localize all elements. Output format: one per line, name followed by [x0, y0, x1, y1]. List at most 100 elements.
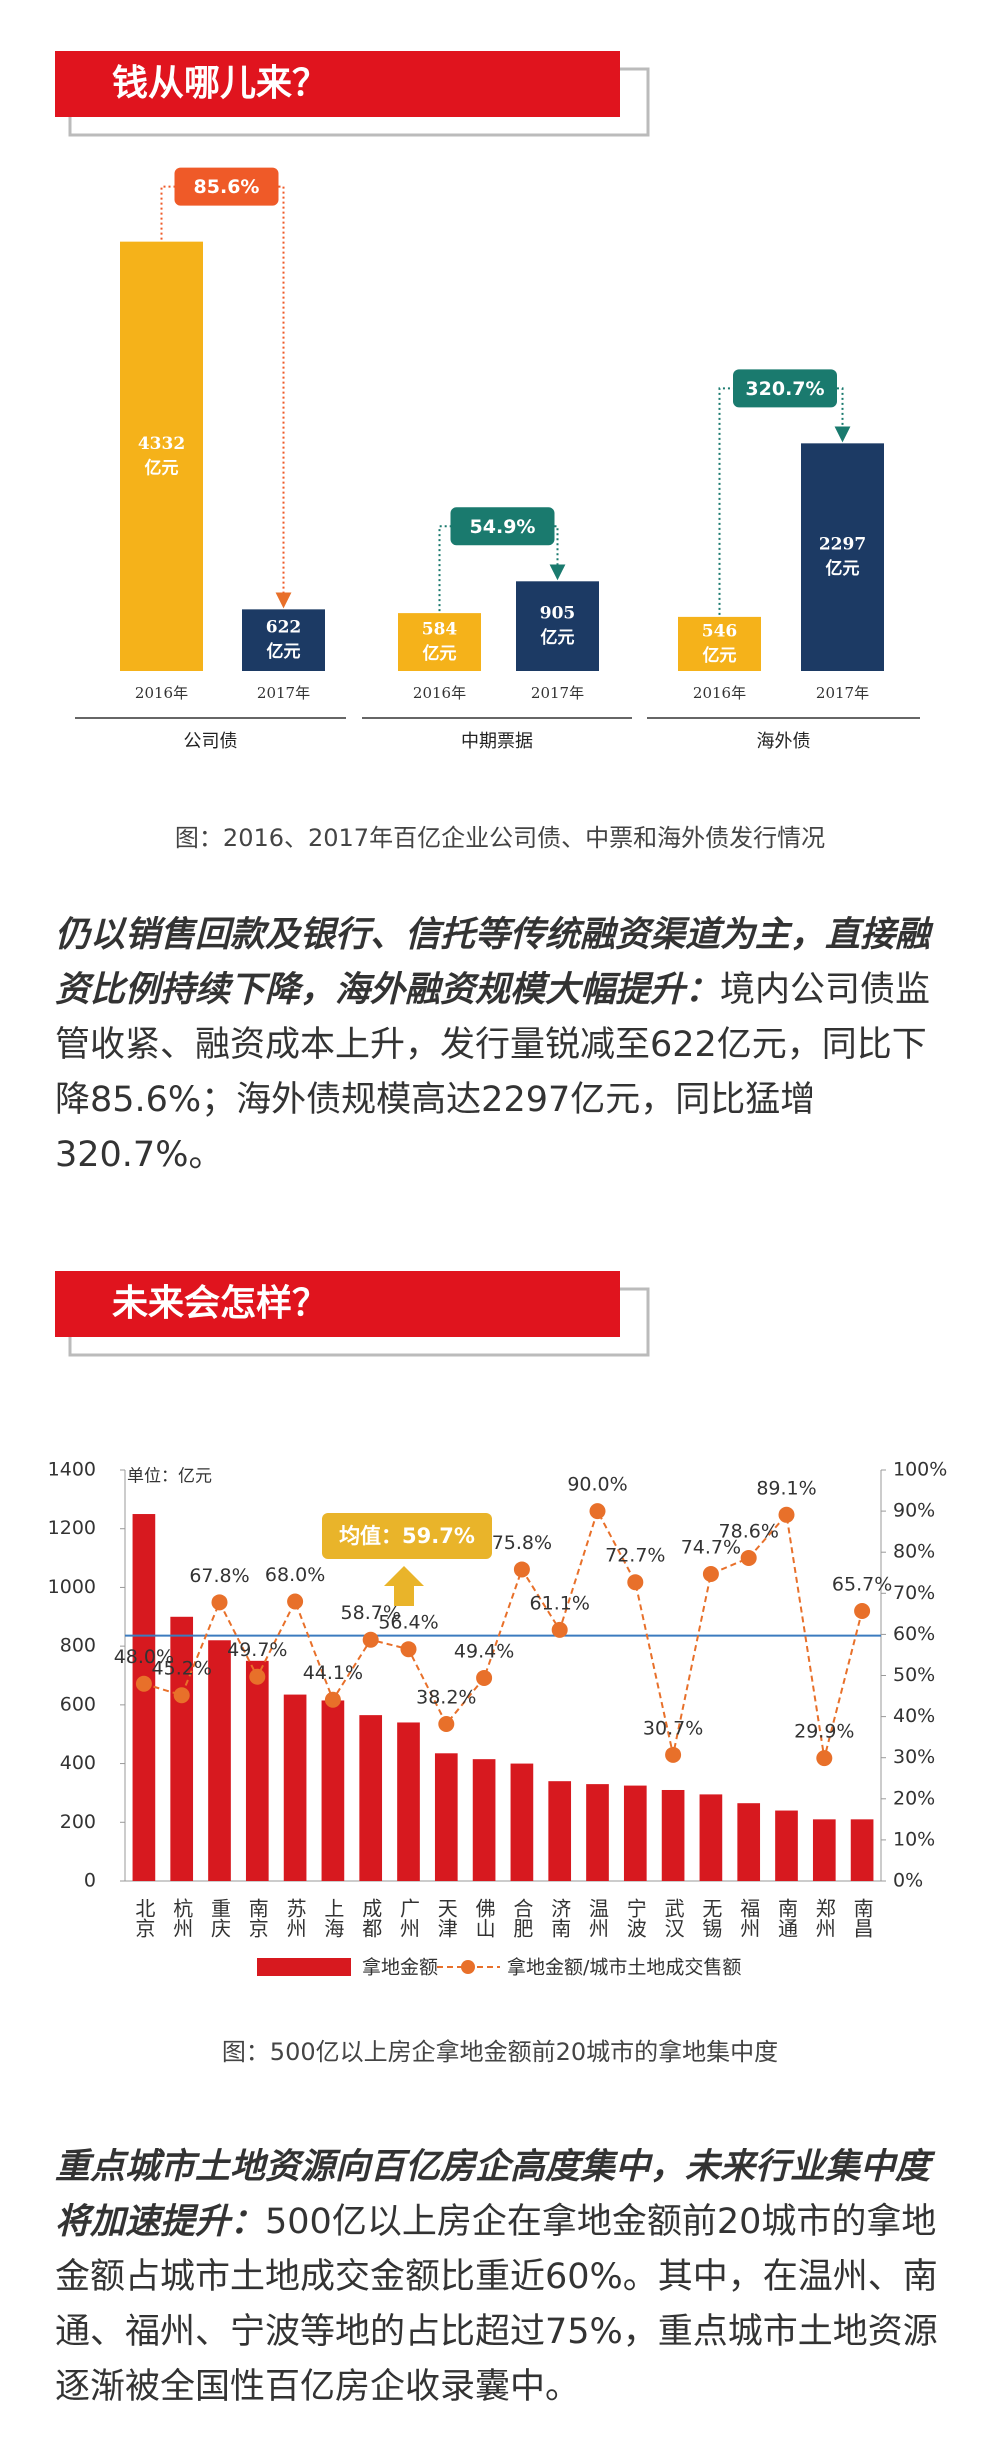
data-label: 49.7% [227, 1639, 287, 1661]
header-bar [55, 51, 620, 117]
bar-unit: 亿元 [541, 627, 575, 648]
bar-value: 905 [540, 604, 576, 624]
data-label: 45.2% [152, 1658, 212, 1680]
line-point [324, 1691, 341, 1708]
bar [120, 241, 203, 671]
bar [586, 1784, 609, 1881]
x-tick-label: 济南 [548, 1898, 572, 1938]
line-point [702, 1565, 719, 1582]
y2-tick-label: 10% [893, 1828, 935, 1850]
annotation-connector [160, 185, 175, 240]
line-point [135, 1675, 152, 1692]
caption: 图：500亿以上房企拿地金额前20城市的拿地集中度 [221, 2038, 779, 2066]
x-tick-label: 宁波 [623, 1898, 647, 1938]
bar-unit: 亿元 [703, 645, 737, 666]
y2-tick-label: 100% [893, 1459, 947, 1481]
y2-tick-label: 80% [893, 1541, 935, 1563]
legend-label: 拿地金额 [362, 1956, 438, 1979]
x-tick-label: 南昌 [850, 1898, 874, 1938]
line-point [249, 1668, 266, 1685]
bar-unit: 亿元 [267, 641, 301, 662]
annotation-connector [275, 185, 292, 609]
data-label: 44.1% [303, 1662, 363, 1684]
line-point [362, 1631, 379, 1648]
bar [397, 1722, 420, 1881]
y2-tick-label: 30% [893, 1746, 935, 1768]
mean-arrow [384, 1566, 424, 1606]
data-label: 61.1% [530, 1592, 590, 1614]
annotation-connector [549, 525, 566, 581]
x-tick-label: 广州 [397, 1898, 421, 1938]
group-label: 公司债 [184, 731, 238, 752]
data-label: 65.7% [832, 1573, 892, 1595]
bar [661, 1789, 685, 1881]
data-label: 38.2% [416, 1686, 476, 1708]
y-tick-label: 1400 [48, 1459, 96, 1481]
line-point [665, 1746, 682, 1763]
bar [548, 1781, 572, 1881]
data-label: 58.7% [341, 1602, 401, 1624]
x-tick-label: 武汉 [661, 1898, 685, 1938]
bar-value: 546 [702, 621, 738, 641]
y2-tick-label: 50% [893, 1664, 935, 1686]
bar [623, 1785, 647, 1881]
x-tick-label: 郑州 [812, 1898, 836, 1938]
bar-unit: 亿元 [423, 643, 457, 664]
y-tick-label: 800 [60, 1635, 96, 1657]
data-label: 75.8% [492, 1532, 552, 1554]
year-label: 2016年 [135, 684, 188, 702]
legend-swatch [461, 1960, 475, 1974]
bar-value: 2297 [819, 535, 866, 555]
y-tick-label: 1000 [48, 1576, 96, 1598]
line-point [589, 1503, 606, 1520]
annotation-label: 320.7% [745, 378, 824, 400]
data-label: 29.9% [794, 1721, 854, 1743]
x-tick-label: 无锡 [699, 1898, 723, 1938]
line-point [740, 1549, 757, 1566]
paragraph-lead: 仍以销售回款及银行、信托等传统融资渠道为主，直接融资比例持续下降，海外融资规模大… [55, 915, 931, 1010]
annotation-box [450, 507, 555, 546]
y2-tick-label: 20% [893, 1787, 935, 1809]
y2-tick-label: 60% [893, 1623, 935, 1645]
year-label: 2017年 [816, 684, 869, 702]
year-label: 2016年 [413, 684, 466, 702]
x-tick-label: 南京 [245, 1898, 269, 1938]
bar [242, 609, 325, 671]
y-tick-label: 600 [60, 1693, 96, 1715]
mean-label-box [322, 1513, 492, 1559]
paragraph: 仍以销售回款及银行、信托等传统融资渠道为主，直接融资比例持续下降，海外融资规模大… [55, 908, 960, 1183]
y-tick-label: 1200 [48, 1517, 96, 1539]
x-tick-label: 重庆 [208, 1898, 232, 1938]
year-label: 2017年 [531, 684, 584, 702]
data-label: 90.0% [567, 1474, 627, 1496]
year-label: 2016年 [693, 684, 746, 702]
x-tick-label: 成都 [359, 1898, 383, 1938]
paragraph-text: 境内公司债监管收紧、融资成本上升，发行量锐减至622亿元，同比下降85.6%；海… [55, 970, 931, 1175]
bar-unit: 亿元 [826, 558, 860, 579]
bar [472, 1759, 496, 1881]
data-label: 78.6% [719, 1520, 779, 1542]
bar [245, 1660, 269, 1881]
year-label: 2017年 [257, 684, 310, 702]
annotation-label: 85.6% [194, 176, 260, 198]
x-tick-label: 杭州 [170, 1898, 194, 1938]
bar [398, 613, 481, 671]
bar [516, 581, 599, 671]
data-label: 56.4% [378, 1612, 438, 1634]
bar [699, 1794, 723, 1881]
bar [434, 1753, 458, 1881]
line-point [173, 1687, 190, 1704]
data-label: 74.7% [681, 1536, 741, 1558]
bar [775, 1810, 798, 1881]
caption: 图：2016、2017年百亿企业公司债、中票和海外债发行情况 [174, 824, 826, 852]
line-point [476, 1669, 493, 1686]
y-axis-title: 单位：亿元 [127, 1467, 212, 1487]
y2-tick-label: 90% [893, 1500, 935, 1522]
line-point [400, 1641, 417, 1658]
bar [737, 1803, 761, 1881]
x-tick-label: 天津 [434, 1898, 458, 1938]
line-point [627, 1574, 644, 1591]
legend-label: 拿地金额/城市土地成交售额 [507, 1956, 741, 1979]
